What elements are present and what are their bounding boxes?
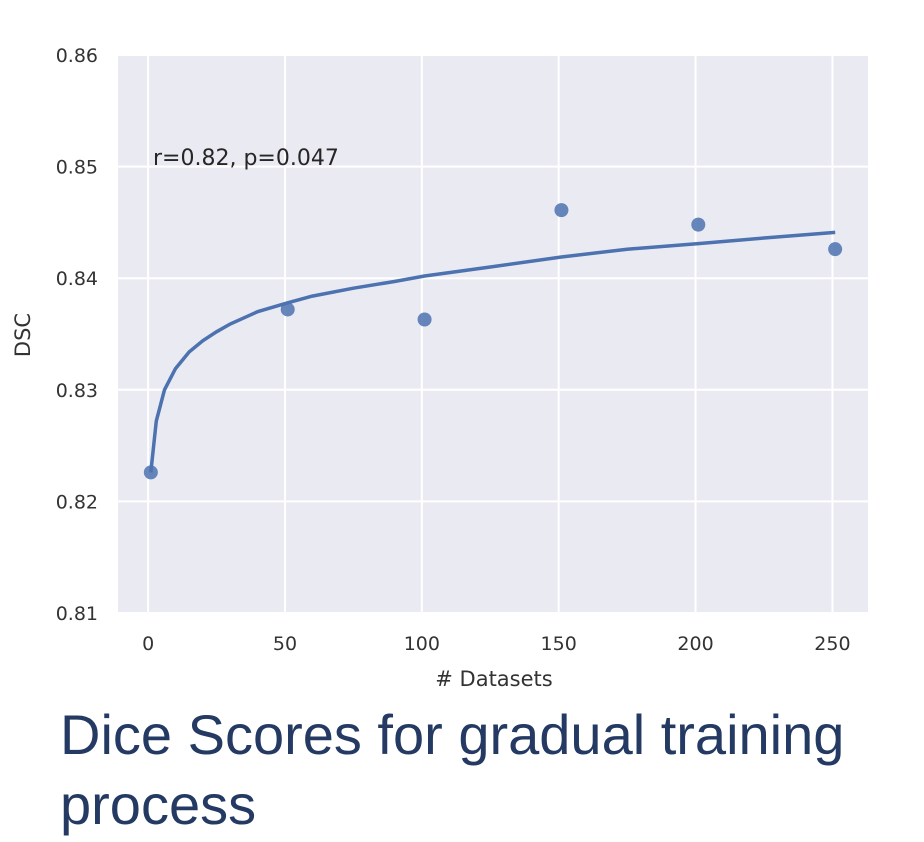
dice-score-chart: 0 50 100 150 200 250 0.81 0.82 0.83 0.84 0.85 0.86… [11, 45, 868, 691]
y-tick-label: 0.82 [56, 491, 98, 513]
y-tick-label: 0.85 [56, 157, 98, 179]
data-point [417, 312, 432, 327]
fit-curve [149, 230, 836, 473]
data-point [691, 217, 706, 232]
y-axis-ticks: 0.81 0.82 0.83 0.84 0.85 0.86 [56, 45, 98, 625]
data-point [828, 242, 843, 257]
y-tick-label: 0.83 [56, 380, 98, 402]
data-point [143, 465, 158, 480]
x-tick-label: 150 [541, 633, 577, 655]
data-points [143, 203, 843, 480]
grid-lines [118, 54, 868, 614]
x-axis-ticks: 0 50 100 150 200 250 [142, 633, 850, 655]
data-point [554, 203, 569, 218]
correlation-annotation: r=0.82, p=0.047 [153, 146, 339, 171]
x-tick-label: 100 [404, 633, 440, 655]
x-tick-label: 50 [273, 633, 297, 655]
x-tick-label: 0 [142, 633, 154, 655]
figure-caption: Dice Scores for gradual training process [60, 703, 845, 836]
plot-area [118, 55, 868, 613]
x-tick-label: 250 [814, 633, 850, 655]
y-axis-label: DSC [11, 313, 35, 357]
y-tick-label: 0.84 [56, 268, 98, 290]
x-tick-label: 200 [677, 633, 713, 655]
x-axis-label: # Datasets [435, 667, 552, 691]
y-tick-label: 0.81 [56, 603, 98, 625]
y-tick-label: 0.86 [56, 45, 98, 67]
data-point [280, 302, 295, 317]
